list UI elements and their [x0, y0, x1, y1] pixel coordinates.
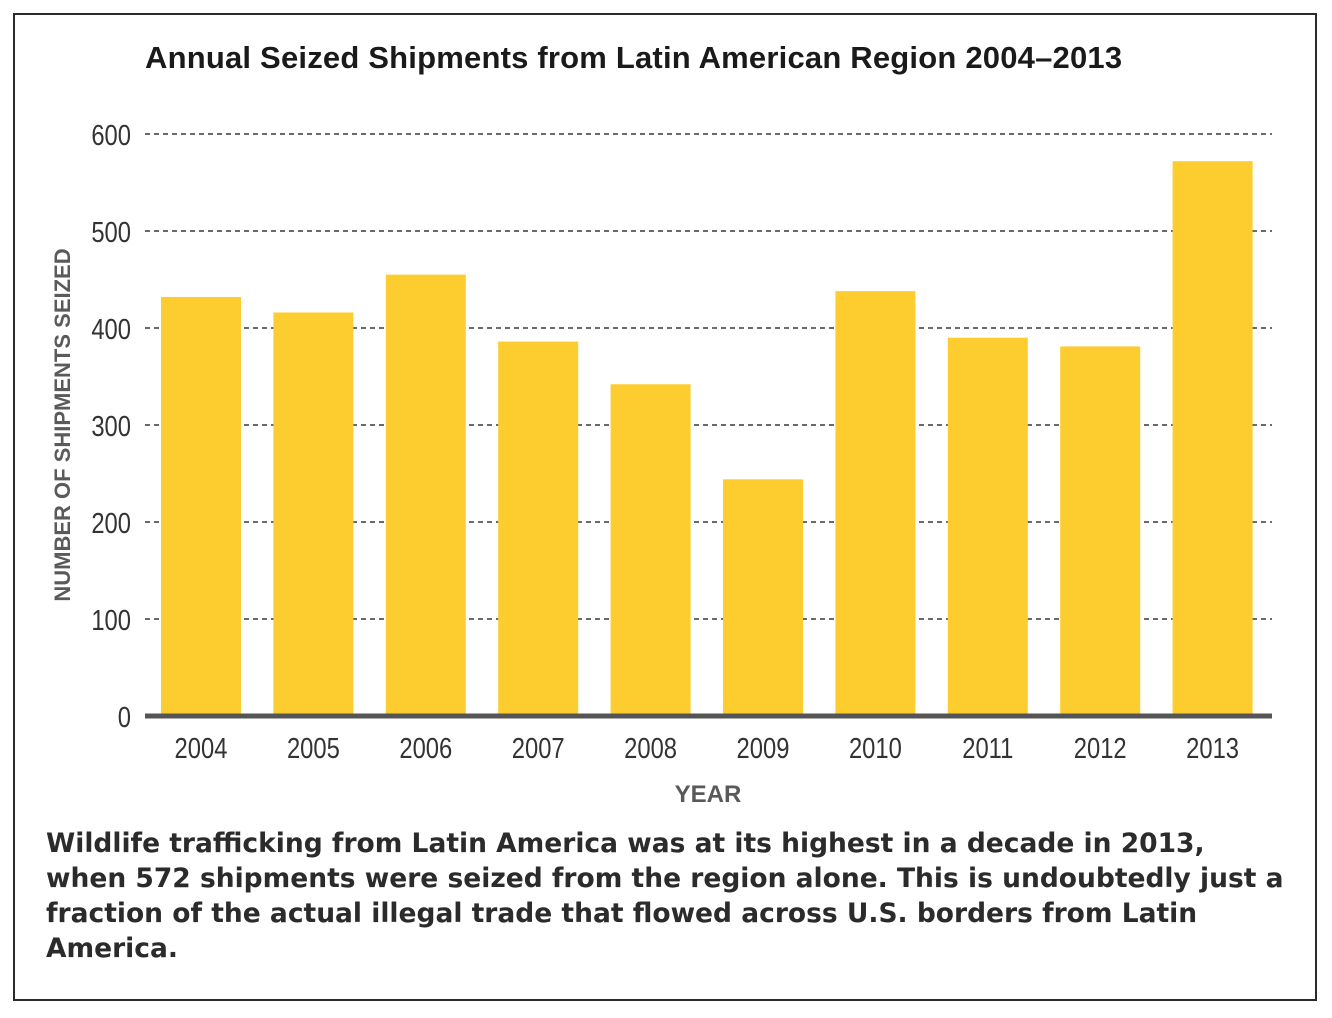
- y-axis-label: NUMBER OF SHIPMENTS SEIZED: [50, 248, 75, 601]
- x-tick-label: 2009: [737, 732, 790, 765]
- y-tick-label: 200: [91, 507, 131, 540]
- y-tick-label: 500: [91, 216, 131, 249]
- bar-2006: [385, 274, 466, 716]
- bar-chart: 0 100 200 300 400 500 600 2004 2005 2006 2007 2008…: [50, 119, 1272, 808]
- x-tick-label: 2008: [624, 732, 677, 765]
- y-tick-label: 400: [91, 313, 131, 346]
- bar-2005: [273, 312, 354, 716]
- x-tick-label: 2004: [175, 732, 228, 765]
- bars: [161, 161, 1253, 716]
- x-tick-label: 2011: [962, 732, 1013, 765]
- x-tick-labels: 2004 2005 2006 2007 2008 2009 2010 2011 2012 2013: [175, 732, 1239, 765]
- bar-2010: [835, 291, 916, 716]
- y-tick-label: 600: [91, 119, 131, 152]
- chart-title: Annual Seized Shipments from Latin Ameri…: [145, 40, 1123, 75]
- chart-caption: Wildlife trafficking from Latin America …: [46, 828, 1284, 964]
- bar-2008: [610, 384, 691, 716]
- y-tick-labels: 0 100 200 300 400 500 600: [91, 119, 131, 734]
- y-tick-label: 0: [118, 701, 131, 734]
- bar-2007: [498, 341, 579, 716]
- y-tick-label: 300: [91, 410, 131, 443]
- x-tick-label: 2005: [287, 732, 340, 765]
- y-tick-label: 100: [91, 604, 131, 637]
- x-axis-label: YEAR: [675, 781, 742, 808]
- x-tick-label: 2007: [512, 732, 565, 765]
- x-tick-label: 2010: [849, 732, 902, 765]
- x-tick-label: 2012: [1074, 732, 1127, 765]
- bar-2011: [947, 337, 1028, 716]
- bar-2012: [1060, 346, 1141, 716]
- bar-2013: [1172, 161, 1253, 716]
- bar-2004: [161, 296, 241, 716]
- x-tick-label: 2013: [1186, 732, 1239, 765]
- x-tick-label: 2006: [399, 732, 452, 765]
- bar-2009: [723, 479, 803, 716]
